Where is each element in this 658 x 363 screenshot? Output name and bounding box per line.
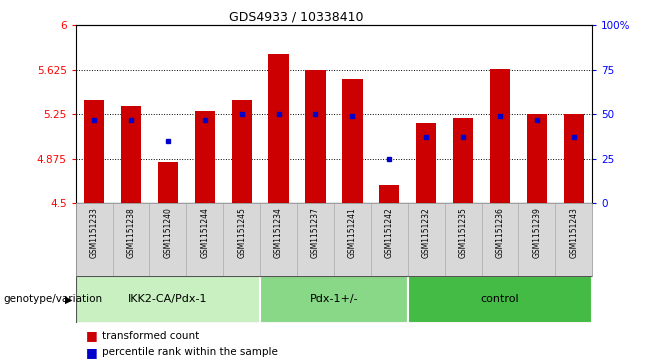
Text: control: control xyxy=(480,294,519,305)
Text: GSM1151237: GSM1151237 xyxy=(311,207,320,258)
Text: GSM1151243: GSM1151243 xyxy=(569,207,578,258)
Text: ■: ■ xyxy=(86,346,97,359)
Bar xyxy=(232,100,252,203)
Bar xyxy=(260,276,408,323)
Text: GSM1151245: GSM1151245 xyxy=(237,207,246,258)
Text: GSM1151240: GSM1151240 xyxy=(163,207,172,258)
Text: GSM1151238: GSM1151238 xyxy=(126,207,136,258)
Bar xyxy=(342,79,363,203)
Text: transformed count: transformed count xyxy=(102,331,199,341)
Bar xyxy=(526,114,547,203)
Bar xyxy=(453,118,473,203)
Text: GSM1151239: GSM1151239 xyxy=(532,207,542,258)
Bar xyxy=(76,276,260,323)
Text: GSM1151232: GSM1151232 xyxy=(422,207,431,258)
Text: ▶: ▶ xyxy=(65,294,72,305)
Bar xyxy=(379,185,399,203)
Text: GSM1151242: GSM1151242 xyxy=(385,207,393,258)
Bar xyxy=(416,123,436,203)
Bar xyxy=(195,111,215,203)
Bar xyxy=(121,106,141,203)
Text: IKK2-CA/Pdx-1: IKK2-CA/Pdx-1 xyxy=(128,294,208,305)
Bar xyxy=(305,70,326,203)
Bar xyxy=(408,276,592,323)
Bar xyxy=(490,69,510,203)
Text: ■: ■ xyxy=(86,329,97,342)
Bar xyxy=(158,162,178,203)
Text: GSM1151241: GSM1151241 xyxy=(348,207,357,258)
Text: GDS4933 / 10338410: GDS4933 / 10338410 xyxy=(229,11,363,24)
Text: genotype/variation: genotype/variation xyxy=(3,294,103,305)
Bar xyxy=(564,114,584,203)
Text: GSM1151234: GSM1151234 xyxy=(274,207,283,258)
Text: GSM1151235: GSM1151235 xyxy=(459,207,468,258)
Text: percentile rank within the sample: percentile rank within the sample xyxy=(102,347,278,357)
Bar xyxy=(84,100,104,203)
Bar xyxy=(268,54,289,203)
Text: GSM1151244: GSM1151244 xyxy=(200,207,209,258)
Text: GSM1151233: GSM1151233 xyxy=(89,207,99,258)
Text: GSM1151236: GSM1151236 xyxy=(495,207,505,258)
Text: Pdx-1+/-: Pdx-1+/- xyxy=(310,294,358,305)
